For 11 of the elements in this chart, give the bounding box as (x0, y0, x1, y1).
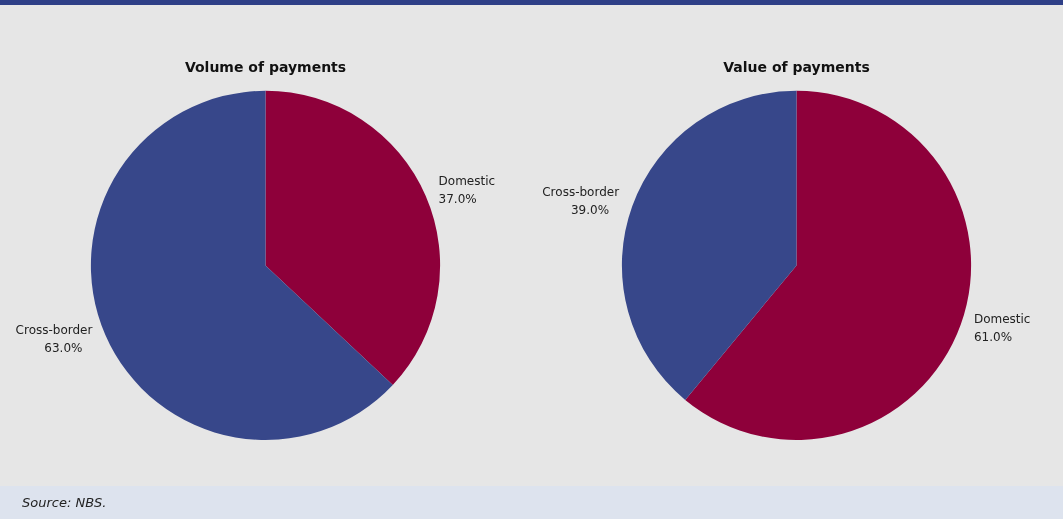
slice-label: Cross-border (15, 323, 93, 338)
slice-label: Cross-border (542, 184, 620, 199)
data-label: 61.0% (973, 330, 1013, 345)
slice-label: Domestic (438, 173, 496, 188)
source-note: Source: NBS. (22, 495, 107, 510)
data-label: 63.0% (44, 341, 83, 356)
data-label: 39.0% (570, 202, 610, 217)
data-label: 37.0% (438, 191, 477, 206)
chart-title: Volume of payments (184, 59, 347, 76)
slice-label: Domestic (973, 312, 1031, 327)
chart-title: Value of payments (723, 59, 870, 76)
